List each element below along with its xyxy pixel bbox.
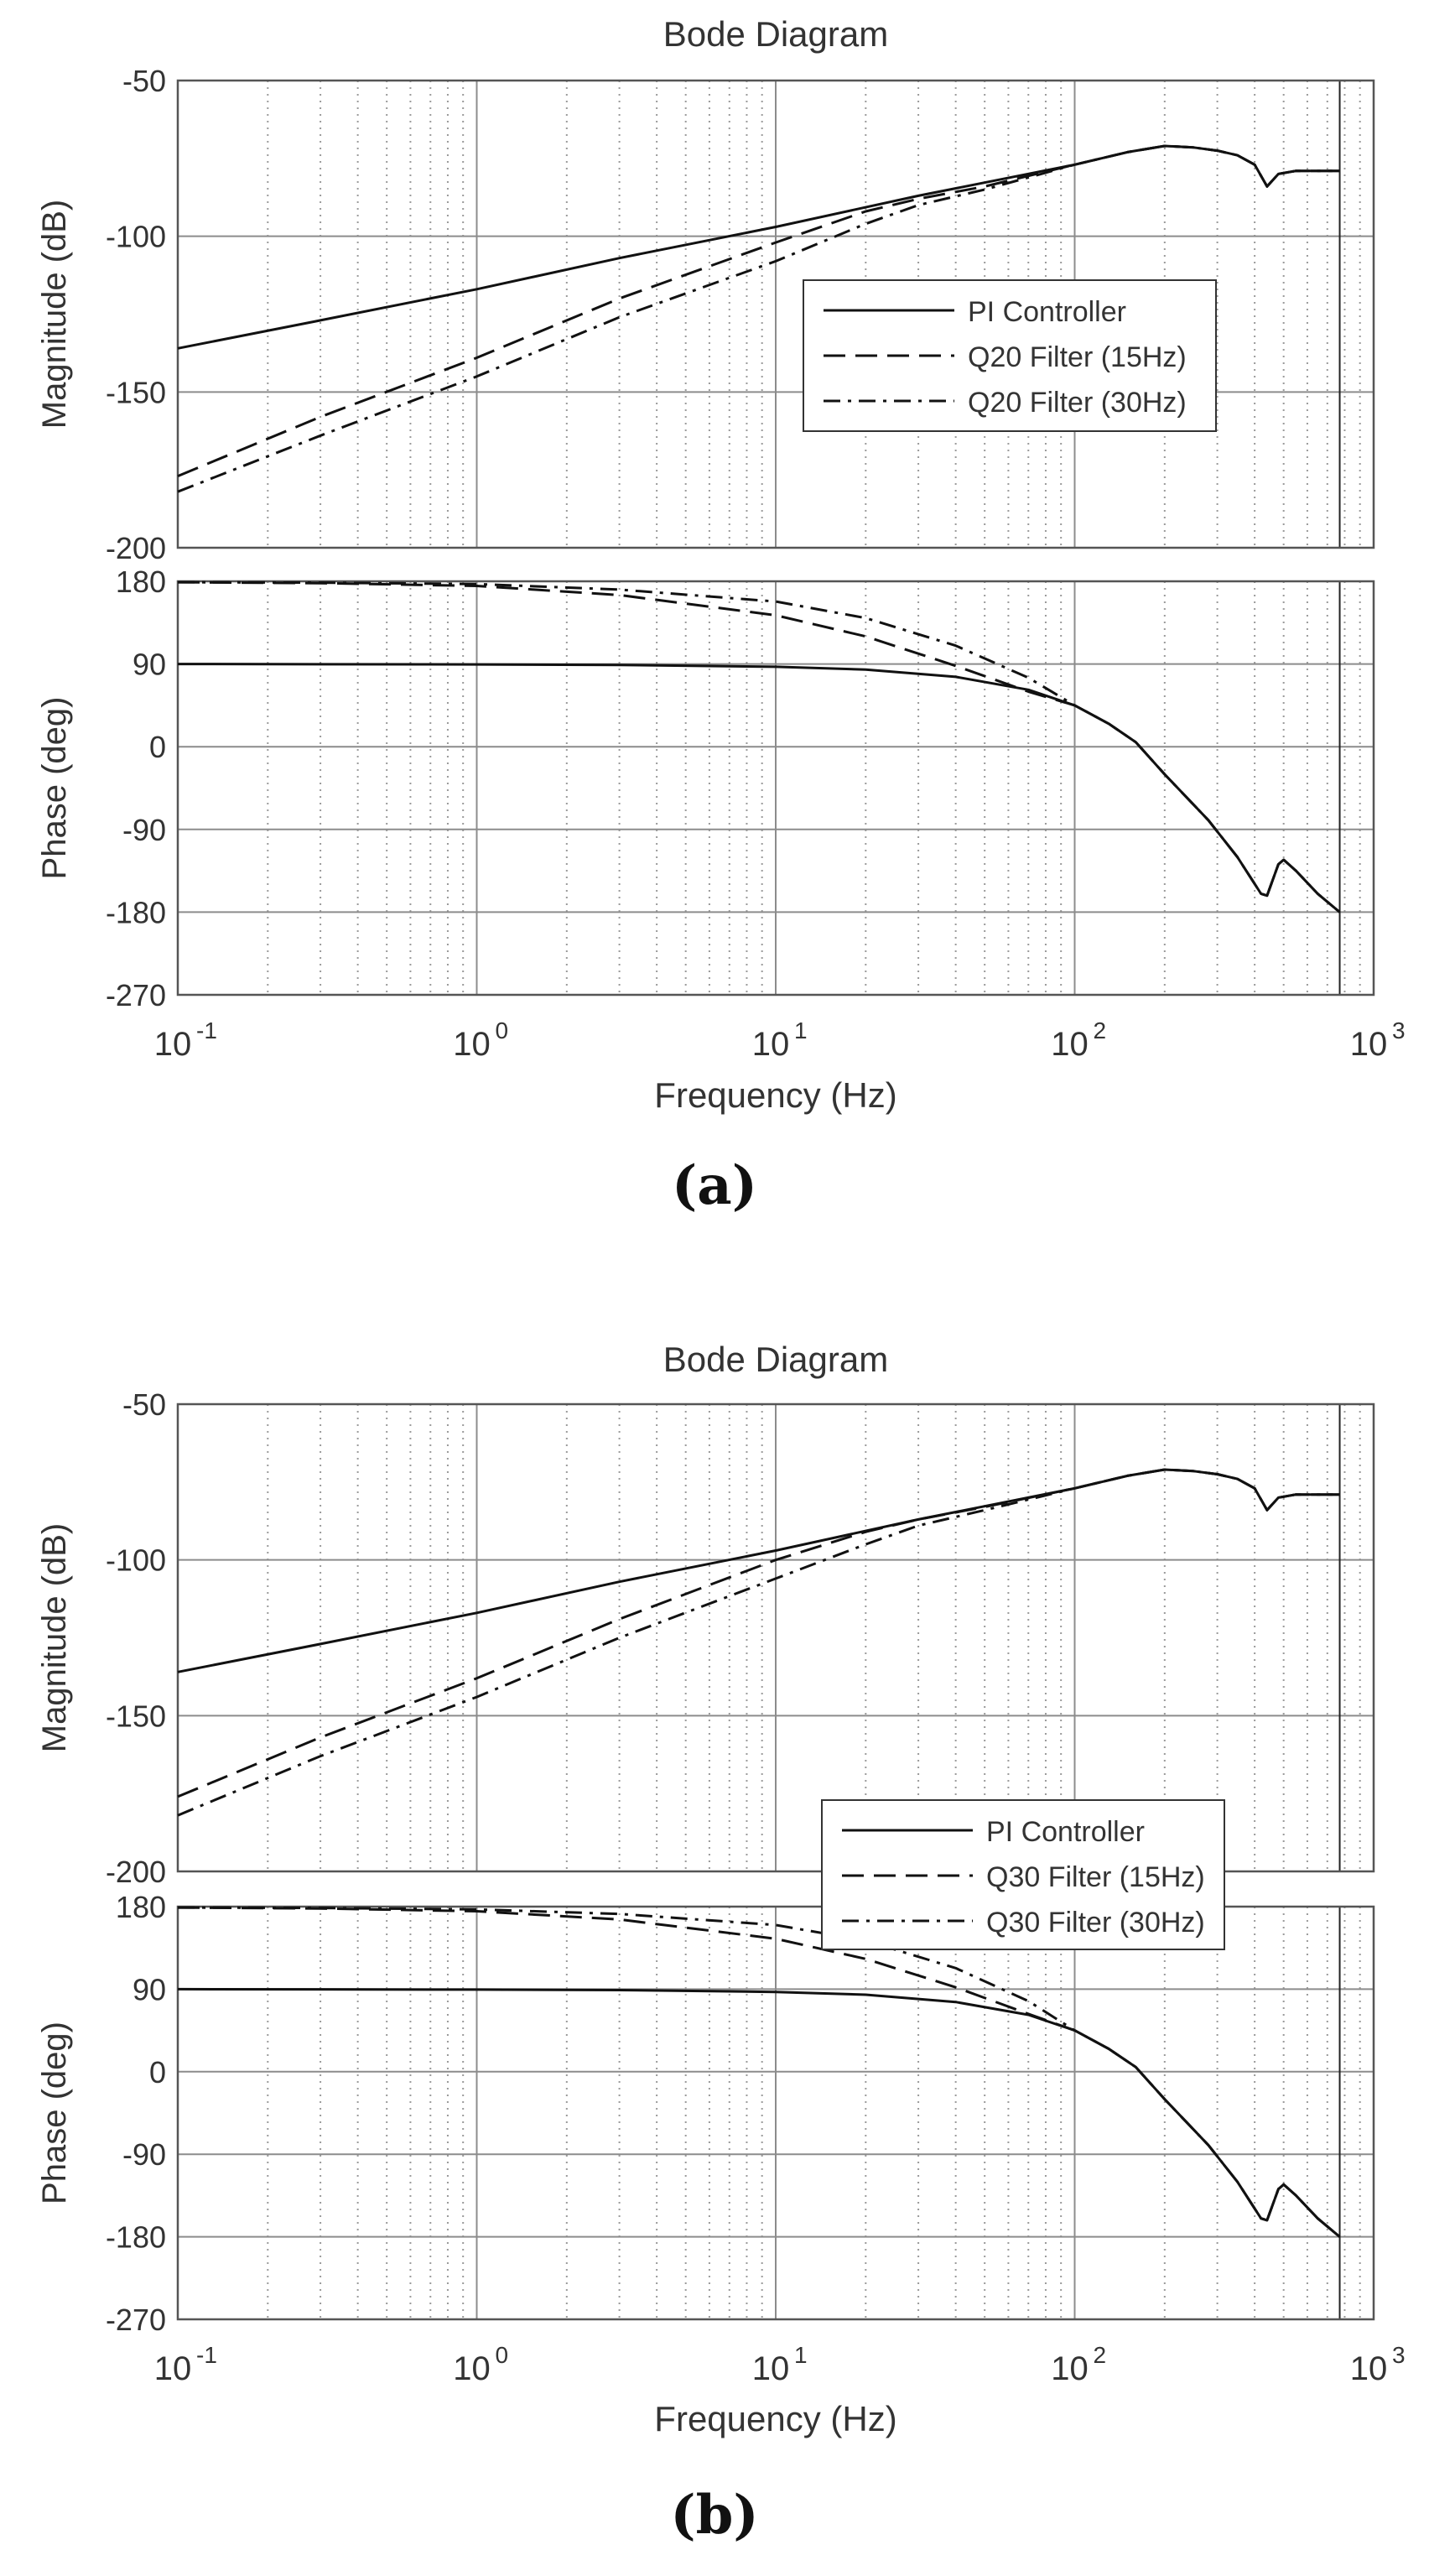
y-tick-label: -200 — [106, 531, 166, 565]
phase-ylabel: Phase (deg) — [36, 697, 73, 880]
x-tick-exponent: -1 — [196, 1017, 217, 1043]
x-tick-exponent: 2 — [1094, 2342, 1107, 2368]
x-tick-label: 10 -1 — [154, 2342, 217, 2387]
y-tick-label: 0 — [149, 2055, 166, 2089]
magnitude-line-dashdot — [177, 1468, 1340, 1817]
y-tick-label: -50 — [122, 64, 166, 98]
x-tick-base: 10 — [453, 1026, 491, 1063]
y-tick-label: -270 — [106, 978, 166, 1012]
legend-entry: Q30 Filter (15Hz) — [986, 1861, 1205, 1893]
magnitude-plot-frame — [176, 1402, 1375, 1873]
y-tick-label: -100 — [106, 220, 166, 254]
x-tick-label: 10 0 — [453, 2342, 508, 2387]
y-tick-label: 180 — [116, 1890, 166, 1924]
phase-line-dashdot — [177, 580, 1341, 913]
phase-line-dashed — [177, 1906, 1341, 2238]
phase-line-solid — [177, 1987, 1341, 2238]
magnitude-plot-frame — [176, 79, 1375, 549]
legend-entry: PI Controller — [986, 1816, 1145, 1848]
x-tick-label: 10 1 — [752, 1017, 808, 1063]
subfigure-label: (a) — [672, 1154, 757, 1217]
x-tick-base: 10 — [1350, 2350, 1388, 2387]
x-axis-label: Frequency (Hz) — [654, 1075, 896, 1115]
x-tick-exponent: 3 — [1392, 1017, 1406, 1043]
legend-entry: Q20 Filter (30Hz) — [968, 387, 1187, 419]
x-tick-exponent: 3 — [1392, 2342, 1406, 2368]
phase-ylabel: Phase (deg) — [36, 2022, 73, 2204]
x-tick-base: 10 — [752, 2350, 790, 2387]
legend: PI Controller Q30 Filter (15Hz) Q30 Filter… — [821, 1799, 1225, 1950]
y-tick-label: -150 — [106, 1699, 166, 1733]
x-tick-label: 10 2 — [1051, 1017, 1106, 1063]
phase-axes: 180 90 0 -90 -180 -270 Phase (deg) — [36, 565, 1375, 1012]
y-tick-label: -50 — [122, 1387, 166, 1422]
y-tick-label: 0 — [149, 730, 166, 764]
x-tick-base: 10 — [752, 1026, 790, 1063]
y-tick-label: -90 — [122, 2137, 166, 2172]
subfigure-label: (b) — [670, 2484, 758, 2547]
x-tick-label: 10 -1 — [154, 1017, 217, 1063]
x-tick-exponent: 0 — [496, 1017, 509, 1043]
x-tick-base: 10 — [1350, 1026, 1388, 1063]
y-tick-label: 90 — [133, 648, 166, 682]
x-axis-label: Frequency (Hz) — [654, 2399, 896, 2438]
x-tick-exponent: 2 — [1094, 1017, 1107, 1043]
magnitude-ylabel: Magnitude (dB) — [36, 200, 73, 429]
x-tick-label: 10 0 — [453, 1017, 508, 1063]
x-tick-base: 10 — [1051, 1026, 1089, 1063]
x-tick-base: 10 — [453, 2350, 491, 2387]
x-tick-exponent: 1 — [794, 1017, 808, 1043]
x-tick-label: 10 3 — [1350, 2342, 1406, 2387]
y-tick-label: -150 — [106, 375, 166, 409]
y-tick-label: -90 — [122, 813, 166, 847]
chart-title: Bode Diagram — [663, 14, 888, 54]
phase-line-dashdot — [177, 1906, 1341, 2238]
magnitude-line-solid — [177, 1468, 1340, 1673]
x-tick-label: 10 2 — [1051, 2342, 1106, 2387]
y-tick-label: 90 — [133, 1972, 166, 2006]
legend: PI Controller Q20 Filter (15Hz) Q20 Filter… — [803, 279, 1217, 432]
y-tick-label: -100 — [106, 1543, 166, 1578]
y-tick-label: -270 — [106, 2303, 166, 2337]
x-tick-label: 10 3 — [1350, 1017, 1406, 1063]
legend-entry: Q30 Filter (30Hz) — [986, 1907, 1205, 1939]
phase-axes: 180 90 0 -90 -180 -270 Phase (deg) — [36, 1890, 1375, 2337]
magnitude-ylabel: Magnitude (dB) — [36, 1523, 73, 1752]
x-tick-exponent: -1 — [196, 2342, 217, 2368]
magnitude-line-dashdot — [177, 144, 1340, 493]
phase-line-solid — [177, 663, 1341, 913]
phase-plot-frame — [176, 1905, 1375, 2321]
x-tick-label: 10 1 — [752, 2342, 808, 2387]
phase-plot-frame — [176, 580, 1375, 997]
x-tick-exponent: 1 — [794, 2342, 808, 2368]
y-tick-label: -200 — [106, 1855, 166, 1889]
x-tick-exponent: 0 — [496, 2342, 509, 2368]
y-tick-label: -180 — [106, 895, 166, 929]
y-tick-label: -180 — [106, 2220, 166, 2255]
legend-entry: Q20 Filter (15Hz) — [968, 341, 1187, 373]
x-tick-base: 10 — [1051, 2350, 1089, 2387]
y-tick-label: 180 — [116, 565, 166, 599]
x-tick-base: 10 — [154, 2350, 192, 2387]
x-tick-base: 10 — [154, 1026, 192, 1063]
magnitude-axes: -50 -100 -150 -200 Magnitude (dB) — [36, 1387, 1375, 1889]
chart-title: Bode Diagram — [663, 1340, 888, 1379]
legend-box — [821, 1799, 1225, 1950]
legend-entry: PI Controller — [968, 296, 1126, 328]
phase-line-dashed — [177, 580, 1341, 913]
